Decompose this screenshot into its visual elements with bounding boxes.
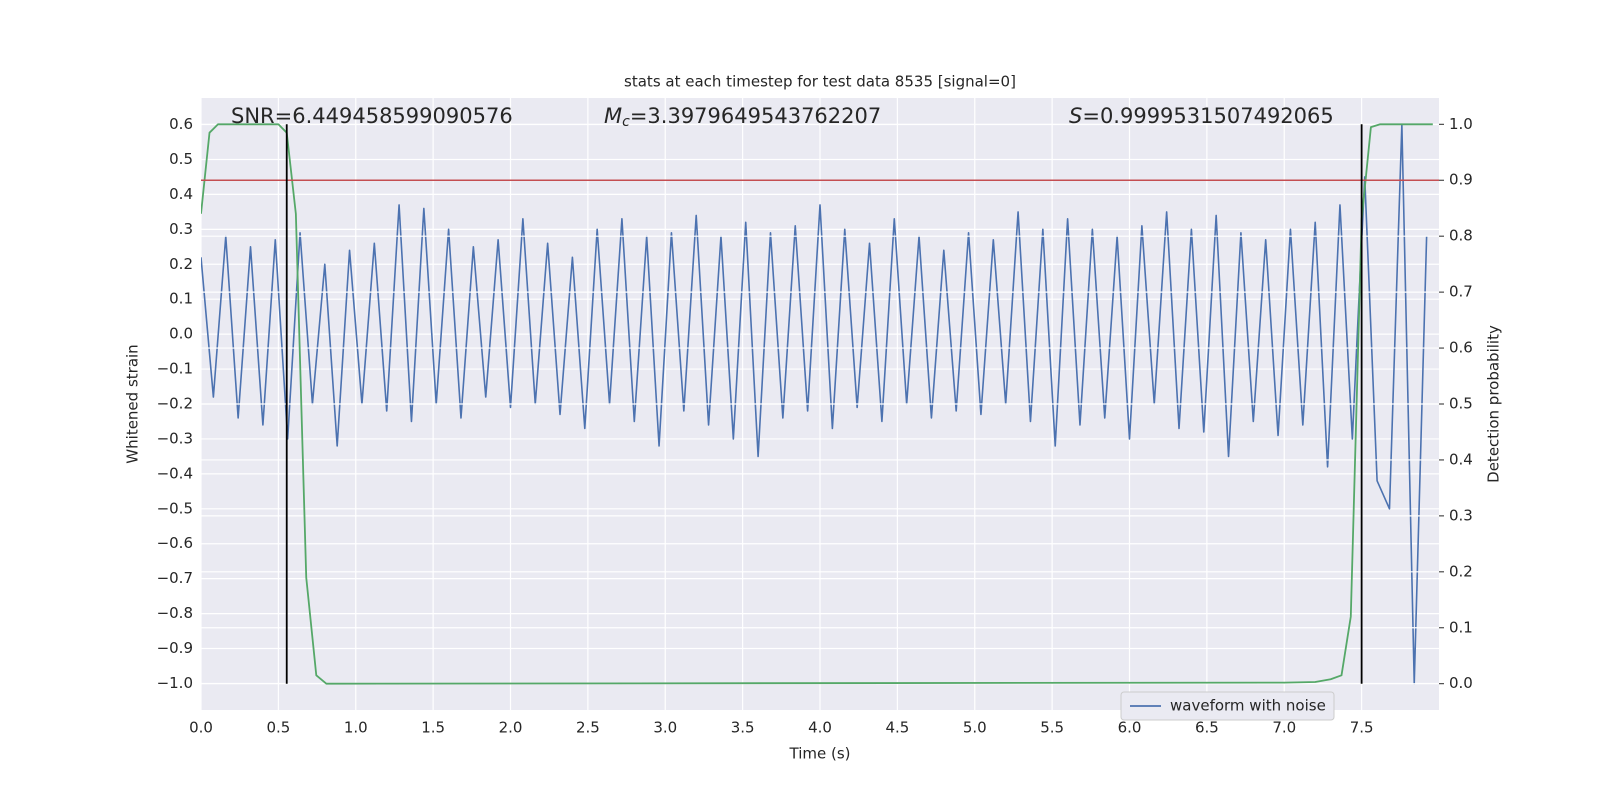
y-tick-label: 0.4 (169, 185, 193, 203)
data-line (201, 123, 1428, 685)
y-tick-label: −0.6 (157, 534, 193, 552)
y-tick-label: −0.5 (157, 499, 193, 517)
y-tick-label: 0.2 (169, 255, 193, 273)
annotation: SNR=6.449458599090576 (231, 104, 513, 128)
y-tick-label: 0.6 (169, 115, 193, 133)
x-tick-label: 7.5 (1350, 719, 1374, 737)
x-tick-label: 1.5 (421, 719, 445, 737)
y2-tick-label: 0.0 (1449, 674, 1473, 692)
y-tick-label: −1.0 (157, 674, 193, 692)
x-tick-label: 2.5 (576, 719, 600, 737)
x-tick-label: 5.0 (963, 719, 987, 737)
y2-tick-label: 0.2 (1449, 562, 1473, 580)
x-tick-label: 6.0 (1118, 719, 1142, 737)
annotation-text: =3.3979649543762207 (630, 104, 881, 128)
annotation-symbol: M (604, 104, 622, 128)
annotation: S=0.9999531507492065 (1069, 104, 1334, 128)
y2-tick-label: 0.8 (1449, 227, 1473, 245)
annotation-text: =0.9999531507492065 (1082, 104, 1333, 128)
x-tick-label: 2.0 (499, 719, 523, 737)
x-tick-label: 3.0 (653, 719, 677, 737)
y-tick-label: −0.3 (157, 429, 193, 447)
y-tick-label: −0.4 (157, 464, 193, 482)
y-tick-label: 0.3 (169, 220, 193, 238)
legend-label: waveform with noise (1170, 697, 1326, 715)
x-tick-label: 0.5 (266, 719, 290, 737)
y-tick-label: 0.1 (169, 290, 193, 308)
y2-tick-label: 1.0 (1449, 115, 1473, 133)
y2-tick-label: 0.6 (1449, 339, 1473, 357)
y-axis-label: Whitened strain (124, 344, 142, 463)
y-tick-label: −0.7 (157, 569, 193, 587)
y-tick-label: −0.2 (157, 395, 193, 413)
y2-tick-label: 0.5 (1449, 395, 1473, 413)
y-tick-label: −0.1 (157, 360, 193, 378)
chart-title: stats at each timestep for test data 853… (624, 73, 1016, 91)
x-axis-label: Time (s) (789, 745, 851, 763)
x-tick-label: 7.0 (1272, 719, 1296, 737)
y2-tick-label: 0.9 (1449, 171, 1473, 189)
annotation-subscript: c (622, 114, 630, 130)
x-tick-label: 3.5 (731, 719, 755, 737)
x-tick-label: 0.0 (189, 719, 213, 737)
annotation: Mc=3.3979649543762207 (604, 104, 881, 130)
y2-axis-label: Detection probability (1485, 325, 1503, 483)
y-tick-label: −0.8 (157, 604, 193, 622)
y2-tick-label: 0.3 (1449, 506, 1473, 524)
y2-tick-label: 0.7 (1449, 283, 1473, 301)
x-tick-label: 6.5 (1195, 719, 1219, 737)
x-tick-label: 1.0 (344, 719, 368, 737)
x-tick-label: 4.5 (885, 719, 909, 737)
y-tick-label: 0.5 (169, 150, 193, 168)
legend: waveform with noise (1120, 691, 1335, 721)
y2-tick-label: 0.4 (1449, 450, 1473, 468)
annotation-symbol: S (1069, 104, 1082, 128)
x-tick-label: 4.0 (808, 719, 832, 737)
y-tick-label: 0.0 (169, 325, 193, 343)
legend-box (1120, 691, 1335, 721)
x-tick-label: 5.5 (1040, 719, 1064, 737)
y-tick-label: −0.9 (157, 639, 193, 657)
data-line (201, 123, 1433, 685)
y2-tick-label: 0.1 (1449, 618, 1473, 636)
